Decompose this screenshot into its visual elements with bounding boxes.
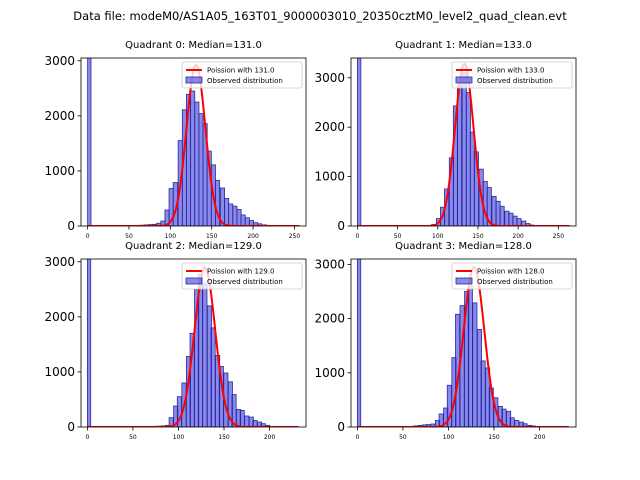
y-tick-label: 2000: [44, 109, 75, 123]
x-tick-label: 100: [173, 434, 185, 441]
plot-area: [86, 259, 299, 427]
y-tick-label: 0: [67, 219, 75, 233]
legend-box: [451, 61, 573, 89]
x-tick-label: 0: [85, 434, 89, 441]
x-tick-label: 50: [129, 434, 137, 441]
histogram-bar: [232, 205, 238, 226]
y-tick-label: 2000: [314, 312, 345, 326]
y-tick-label: 1000: [44, 365, 75, 379]
x-tick-label: 0: [356, 233, 360, 240]
chart-panel-0: Quadrant 0: Median=131.0 0 50 100 150 200 250 0…: [44, 40, 307, 240]
poisson-curve: [357, 265, 569, 427]
chart-panel-1: Quadrant 1: Median=133.0 0 50 100 150 200 250 0…: [314, 40, 577, 240]
x-tick-label: 100: [443, 434, 455, 441]
x-tick-label: 100: [432, 233, 444, 240]
y-tick-label: 1000: [44, 164, 75, 178]
histogram-bar: [194, 101, 200, 226]
legend-label-observed: Observed distribution: [477, 77, 553, 85]
axes-frame: [80, 258, 307, 428]
chart-panel-3: Quadrant 3: Median=128.00 50 100 150 2000100…: [314, 241, 577, 441]
y-tick-label: 0: [337, 219, 345, 233]
legend-label-observed: Observed distribution: [207, 278, 283, 286]
bar-zero-bin: [357, 58, 362, 226]
histogram-bar: [198, 113, 204, 226]
legend-label-observed: Observed distribution: [477, 278, 553, 286]
y-tick-label: 3000: [314, 257, 345, 271]
x-tick-label: 150: [218, 434, 230, 441]
histogram-bar: [202, 283, 208, 427]
bar-zero-bin: [87, 58, 92, 226]
legend: Poission with 131.0 Observed distribution: [181, 61, 303, 89]
chart-title: Quadrant 2: Median=129.0: [125, 241, 262, 252]
legend: Poission with 129.0 Observed distribution: [181, 262, 303, 290]
histogram-bar: [257, 223, 263, 226]
x-tick-label: 150: [488, 434, 500, 441]
x-tick-label: 200: [264, 434, 276, 441]
y-tick-label: 0: [337, 420, 345, 434]
histogram-bar: [228, 203, 234, 226]
chart-panel-2: Quadrant 2: Median=129.00 50 100 150 2000100…: [44, 241, 307, 441]
x-tick-label: 200: [534, 434, 546, 441]
x-tick-label: 250: [553, 233, 565, 240]
histogram-bar: [240, 214, 246, 226]
x-tick-label: 100: [165, 233, 177, 240]
histogram-bar: [239, 410, 245, 427]
y-tick-label: 3000: [44, 54, 75, 68]
legend-bar-swatch: [185, 76, 203, 84]
legend-label-observed: Observed distribution: [207, 77, 283, 85]
legend-box: [181, 61, 303, 89]
y-tick-label: 2000: [44, 310, 75, 324]
legend-box: [451, 262, 573, 290]
y-tick-label: 1000: [314, 366, 345, 380]
axes-frame: [350, 57, 577, 227]
histogram-bar: [516, 218, 522, 226]
histogram-bar: [210, 327, 216, 427]
bar-zero-bin: [86, 259, 92, 427]
histogram-bar: [224, 198, 230, 226]
axes-frame: [350, 258, 577, 428]
x-tick-label: 50: [394, 233, 402, 240]
legend-bar-swatch: [455, 76, 473, 84]
histogram-bar: [190, 90, 196, 226]
legend-bar-swatch: [455, 277, 473, 285]
figure-title: Data file: modeM0/AS1A05_163T01_90000030…: [73, 9, 567, 23]
histogram-bar: [472, 302, 478, 427]
chart-title: Quadrant 0: Median=131.0: [125, 40, 262, 51]
x-tick-label: 250: [289, 233, 301, 240]
axes-frame: [80, 57, 307, 227]
legend-label-poisson: Poission with 131.0: [207, 67, 275, 75]
legend-label-poisson: Poission with 128.0: [477, 268, 545, 276]
histogram-bar: [480, 360, 486, 427]
y-tick-label: 3000: [314, 71, 345, 85]
x-tick-label: 50: [399, 434, 407, 441]
y-tick-label: 1000: [314, 170, 345, 184]
x-tick-label: 150: [472, 233, 484, 240]
legend-label-poisson: Poission with 133.0: [477, 67, 545, 75]
x-tick-label: 150: [206, 233, 218, 240]
legend-label-poisson: Poission with 129.0: [207, 268, 275, 276]
legend: Poission with 128.0 Observed distribution: [451, 262, 573, 290]
y-tick-label: 0: [67, 420, 75, 434]
histogram-bar: [499, 205, 505, 226]
y-tick-label: 3000: [44, 255, 75, 269]
y-tick-label: 2000: [314, 120, 345, 134]
legend-bar-swatch: [185, 277, 203, 285]
histogram-bar: [467, 285, 473, 427]
chart-title: Quadrant 1: Median=133.0: [395, 40, 532, 51]
histogram-bar: [509, 417, 515, 427]
x-tick-label: 0: [355, 434, 359, 441]
bar-zero-bin: [356, 259, 362, 427]
legend-box: [181, 262, 303, 290]
x-tick-label: 200: [247, 233, 259, 240]
x-tick-label: 200: [512, 233, 524, 240]
chart-title: Quadrant 3: Median=128.0: [395, 241, 532, 252]
x-tick-label: 50: [125, 233, 133, 240]
histogram-bar: [244, 415, 250, 427]
histogram-bar: [244, 217, 250, 226]
poisson-curve: [87, 266, 299, 427]
x-tick-label: 0: [86, 233, 90, 240]
legend: Poission with 133.0 Observed distribution: [451, 61, 573, 89]
histogram-bar: [236, 209, 242, 226]
